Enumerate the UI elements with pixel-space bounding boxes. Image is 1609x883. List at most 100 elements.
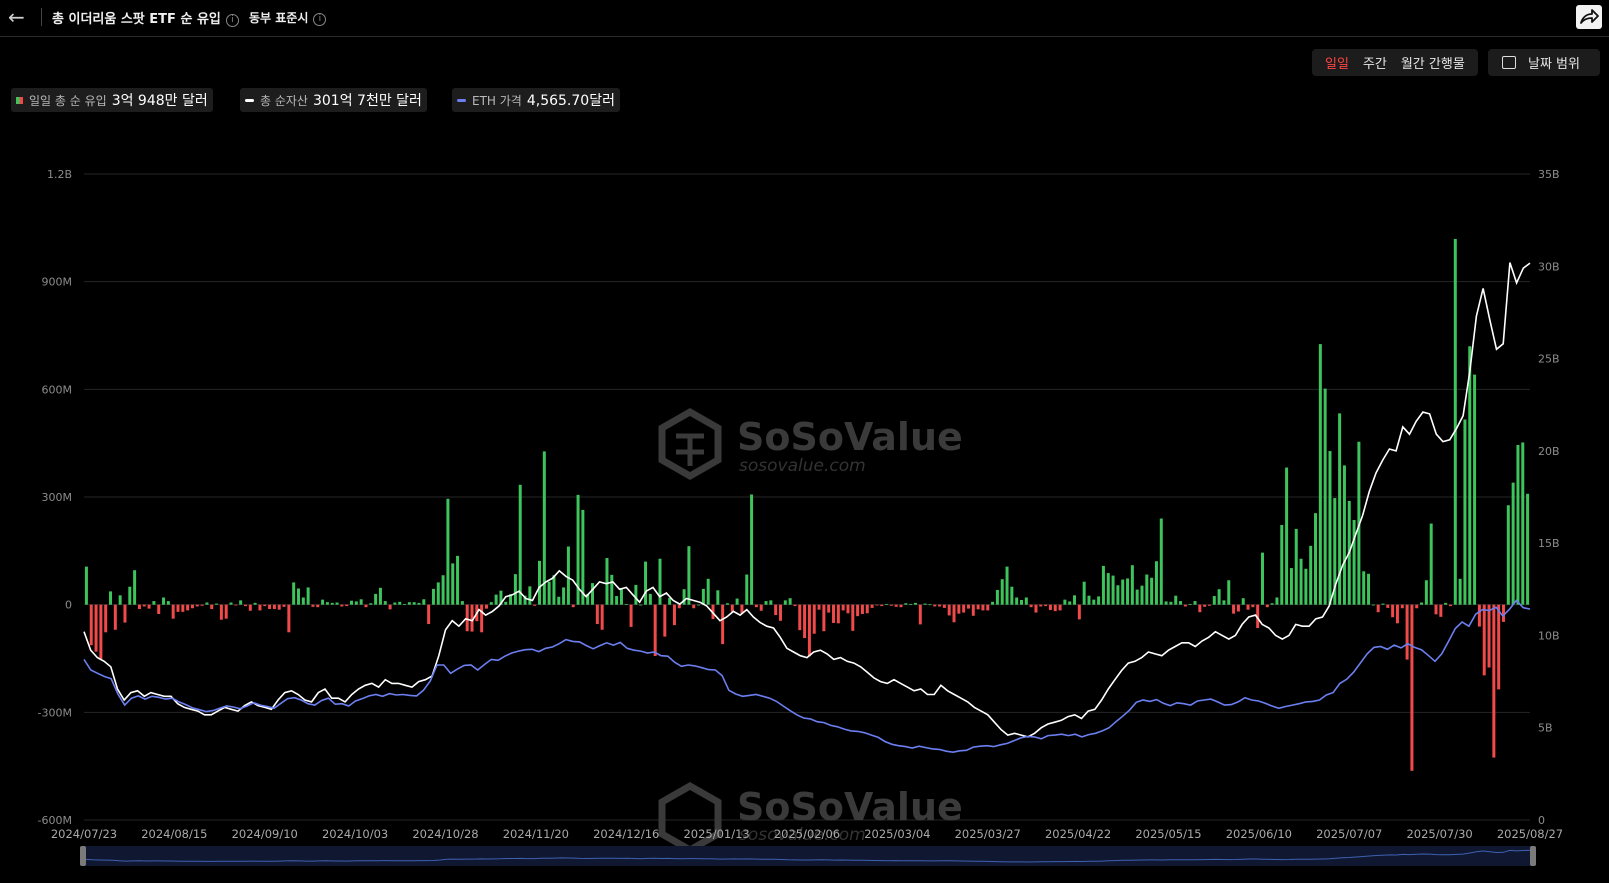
inflow-bar [509,594,513,605]
date-range-button[interactable]: 날짜 범위 [1488,49,1600,76]
inflow-bar [1395,604,1399,624]
inflow-bar [263,604,267,607]
legend-daily-inflow[interactable]: 일일 총 순 유입 3억 948만 달러 [11,88,213,112]
inflow-bar [123,604,127,623]
legend-label: 총 순자산 [260,93,308,108]
inflow-bar [523,595,527,605]
inflow-bar [1150,577,1154,605]
inflow-bar [1458,578,1462,605]
y-left-tick: 600M [42,383,73,396]
inflow-bar [354,601,358,605]
inflow-bar [407,602,411,605]
inflow-bar [619,588,623,605]
legend-net-assets[interactable]: 총 순자산 301억 7천만 달러 [240,88,427,112]
inflow-bar [648,593,652,605]
watermarks: SoSoValue sosovalue.com SoSoValue sosova… [658,407,963,855]
arrow-left-icon[interactable]: ← [8,5,25,29]
inflow-bar [1217,589,1221,605]
inflow-bar [1010,586,1014,605]
share-icon[interactable] [1576,5,1602,29]
inflow-bar [1000,579,1004,605]
inflow-bar [234,604,238,606]
inflow-bar [1376,604,1380,613]
inflow-bar [1294,528,1298,605]
info-icon[interactable]: i [225,14,239,27]
inflow-bar [629,604,633,627]
info-icon-timezone[interactable]: i [313,13,327,26]
inflow-bar [1111,575,1115,605]
inflow-bar [253,602,257,605]
inflow-bar [807,604,811,657]
inflow-bar [1362,571,1366,605]
inflow-bar [186,604,190,611]
header-divider [41,8,42,26]
y-axis-labels: 1.2B 900M 600M 300M 0 -300M -600M 35B 30B 25B 20B 1… [38,168,1560,827]
inflow-bar [1265,604,1269,608]
inflow-bar [1116,585,1120,605]
y-right-tick: 25B [1538,353,1560,366]
inflow-bar [1477,604,1481,627]
inflow-bar [1169,601,1173,605]
inflow-bar [272,604,276,609]
inflow-bar [1482,604,1486,676]
inflow-bar [721,604,725,645]
inflow-bar [653,604,657,656]
header-bar: ← 총 이더리움 스팟 ETF 순 유입 i 동부 표준시 i [0,0,1609,37]
y-left-tick: 300M [42,491,73,504]
x-tick: 2025/05/15 [1135,827,1201,841]
inflow-bar [1024,597,1028,605]
inflow-bar [557,596,561,605]
inflow-bar [243,604,247,607]
inflow-bar [176,604,180,612]
legend-value: 301억 7천만 달러 [312,93,422,109]
inflow-bar [933,604,937,607]
inflow-bar [1415,604,1419,609]
inflow-bar [147,604,151,609]
inflow-bar [1391,604,1395,618]
x-tick: 2025/04/22 [1045,827,1111,841]
inflow-bar [528,586,532,605]
inflow-bar [552,575,556,605]
inflow-bar [538,560,541,605]
inflow-bar [677,604,681,609]
x-tick: 2025/03/27 [955,827,1021,841]
x-tick: 2024/09/10 [232,827,298,841]
inflow-bar [494,594,498,605]
inflow-bar [403,603,407,605]
granularity-monthly[interactable]: 월간 간행물 [1400,57,1465,72]
inflow-bar [224,604,228,619]
granularity-daily[interactable]: 일일 [1325,57,1349,72]
granularity-weekly[interactable]: 주간 [1362,57,1387,72]
inflow-bar [422,599,426,605]
inflow-bar [682,589,686,605]
inflow-bar [740,604,744,614]
inflow-bar [822,604,826,632]
inflow-bar [1179,601,1183,605]
inflow-bar [1048,604,1052,611]
inflow-bar [865,604,869,614]
inflow-bar [1453,238,1457,605]
inflow-bar [1511,482,1515,605]
inflow-bar [1381,603,1385,605]
inflow-bar [1261,552,1264,605]
y-right-tick: 30B [1538,260,1560,273]
inflow-bar [1304,568,1308,605]
inflow-bar [1526,493,1530,605]
legend-eth-price[interactable]: ETH 가격 4,565.70달러 [452,88,620,112]
inflow-bar [971,604,975,616]
legend-swatch-bar [16,96,23,104]
inflow-bar [1299,558,1303,605]
sosovalue-logo-inner [676,433,704,466]
inflow-bar [586,593,590,605]
inflow-bar [118,595,122,605]
inflow-bar [658,558,662,605]
inflow-bar [1029,604,1033,608]
x-tick: 2025/03/04 [864,827,930,841]
inflow-bar [701,588,705,605]
inflow-bar [803,604,807,639]
inflow-bar [345,604,349,607]
inflow-bar [793,604,797,607]
inflow-bar [316,604,320,608]
watermark-brand: SoSoValue [737,415,963,459]
inflow-bar [456,555,460,605]
